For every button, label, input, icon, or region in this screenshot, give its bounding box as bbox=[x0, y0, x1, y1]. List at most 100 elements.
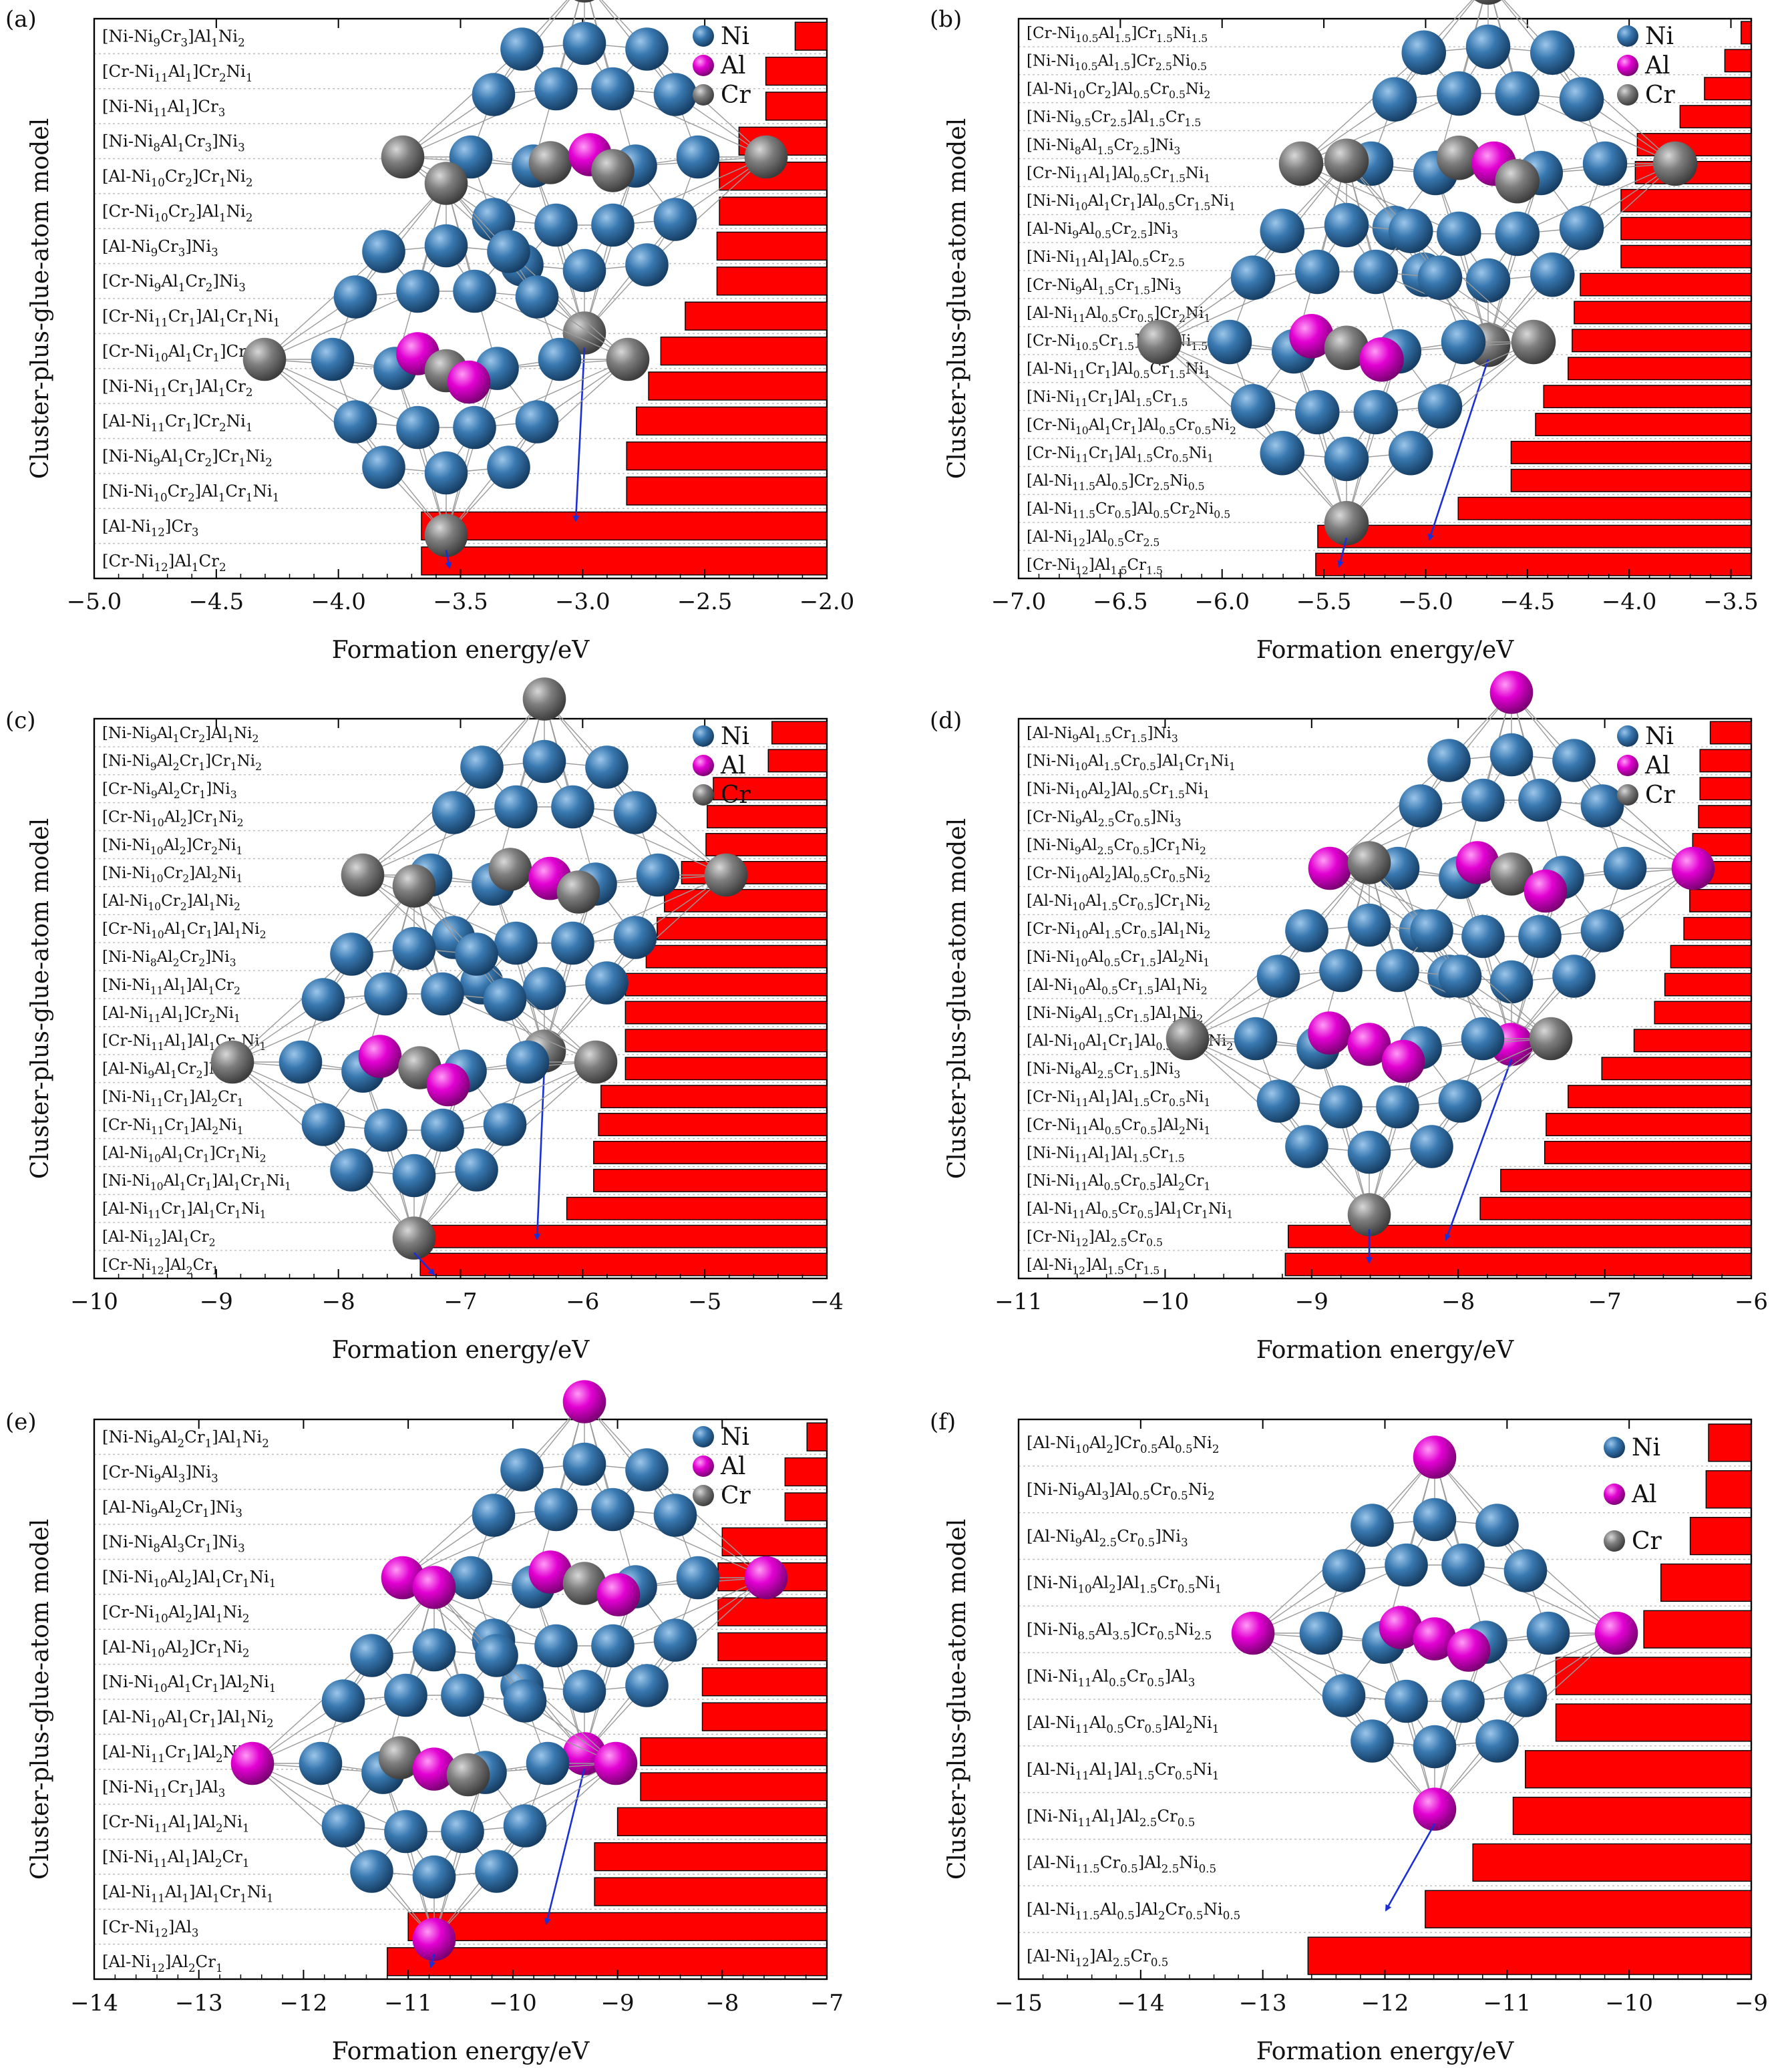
tick-label: −5.5 bbox=[1296, 588, 1352, 615]
bar bbox=[1472, 1843, 1752, 1882]
bar bbox=[1660, 1563, 1752, 1602]
category-label: [Ni-Ni11Cr1]Al1.5Cr1.5 bbox=[1027, 388, 1188, 408]
bond-line bbox=[606, 874, 727, 984]
atom-cr bbox=[704, 853, 748, 897]
tick-label: −5 bbox=[688, 1288, 721, 1315]
legend-label: Ni bbox=[1645, 723, 1674, 750]
tick-label: −6.5 bbox=[1093, 588, 1148, 615]
x-axis-title: Formation energy/eV bbox=[1256, 637, 1515, 664]
bond-line bbox=[1375, 341, 1534, 413]
atom-cr bbox=[744, 135, 788, 179]
atom-cr bbox=[392, 864, 436, 908]
bond-line bbox=[1540, 800, 1694, 869]
atom-ni bbox=[1319, 948, 1363, 993]
bond-line bbox=[1435, 172, 1489, 345]
atom-cr bbox=[392, 1216, 436, 1260]
plot-frame bbox=[1017, 717, 1753, 1280]
atom-al bbox=[412, 1747, 456, 1791]
category-label: [Al-Ni10Al0.5Cr1.5]Al1Ni2 bbox=[1027, 977, 1208, 997]
category-label: [Cr-Ni11Al1]Cr2Ni1 bbox=[102, 61, 252, 84]
bond-line bbox=[1252, 1524, 1373, 1634]
atom-ni bbox=[1324, 202, 1369, 248]
category-label: [Al-Ni10Al1.5Cr0.5]Cr1Ni2 bbox=[1027, 892, 1210, 912]
legend: Ni Al Cr bbox=[1604, 1434, 1662, 1555]
bond-line bbox=[252, 1763, 372, 1872]
tick-label: −4.5 bbox=[1500, 588, 1556, 615]
panel-b: (b) [Cr-Ni10.5Al1.5]Cr1.5Ni1.5 [Ni-Ni10.5A… bbox=[930, 0, 1759, 664]
cluster-model bbox=[341, 677, 748, 1073]
legend-label: Ni bbox=[1645, 23, 1674, 50]
category-label: [Ni-Ni9Al1.5Cr1.5]Al1Ni2 bbox=[1027, 1005, 1203, 1025]
legend-marker-al bbox=[693, 55, 714, 76]
bond-line bbox=[1317, 1047, 1370, 1215]
atom-ni bbox=[625, 27, 669, 71]
category-label: [Cr-Ni10Al1Cr1]Cr1Ni2 bbox=[102, 341, 281, 364]
bar bbox=[657, 916, 828, 940]
legend-marker-al bbox=[1617, 55, 1638, 76]
atom-ni bbox=[1530, 252, 1575, 297]
atom-ni bbox=[384, 1809, 427, 1854]
legend-marker-ni bbox=[1617, 25, 1638, 47]
bar bbox=[624, 1029, 828, 1053]
tick-label: −13 bbox=[1239, 1990, 1287, 2017]
bond-line bbox=[1252, 1632, 1407, 1702]
bar bbox=[1620, 244, 1752, 269]
atom-ni bbox=[1401, 30, 1446, 75]
atom-al bbox=[1413, 1435, 1457, 1479]
atom-al bbox=[1308, 846, 1352, 890]
atom-ni bbox=[1437, 71, 1481, 116]
atom-ni bbox=[494, 921, 538, 965]
cluster-model bbox=[210, 864, 618, 1260]
bond-line bbox=[572, 874, 727, 944]
legend-label: Al bbox=[720, 752, 746, 780]
atom-al bbox=[1413, 1617, 1457, 1661]
bond-line bbox=[1375, 271, 1534, 343]
bar bbox=[1699, 777, 1752, 801]
bar bbox=[765, 56, 828, 86]
category-label: [Cr-Ni9Al2Cr1]Ni3 bbox=[102, 781, 237, 801]
tick-label: −11 bbox=[384, 1990, 432, 2017]
x-axis-title: Formation energy/eV bbox=[332, 637, 590, 664]
bond-line bbox=[402, 88, 556, 158]
atom-ni bbox=[1518, 914, 1562, 959]
atom-ni bbox=[321, 1804, 365, 1848]
bond-line bbox=[362, 874, 516, 944]
category-label: [Al-Ni10Cr2]Al0.5Cr0.5Ni2 bbox=[1027, 81, 1210, 101]
atom-ni bbox=[625, 1664, 669, 1707]
bond-line bbox=[252, 1655, 372, 1764]
bond-line bbox=[433, 1772, 486, 1940]
bar bbox=[719, 196, 828, 226]
category-label: [Cr-Ni9Al1Cr2]Ni3 bbox=[102, 271, 246, 294]
bond-line bbox=[1329, 759, 1449, 869]
atom-ni bbox=[475, 1850, 518, 1893]
tick-label: −10 bbox=[489, 1990, 537, 2017]
bond-line bbox=[1410, 230, 1534, 343]
atom-cr bbox=[1495, 159, 1540, 204]
bond-line bbox=[402, 48, 522, 158]
bar bbox=[1525, 1750, 1752, 1789]
bond-line bbox=[1187, 930, 1307, 1039]
atom-ni bbox=[1559, 77, 1604, 122]
x-axis: −11 −10 −9 −8 −7 −6 bbox=[995, 719, 1768, 1315]
atom-ni bbox=[330, 1148, 373, 1192]
bond-line bbox=[1187, 1038, 1341, 1107]
cluster-model bbox=[1137, 138, 1556, 546]
bar bbox=[1555, 1657, 1752, 1695]
category-label: [Al-Ni11Cr1]Al2Ni1 bbox=[102, 1742, 250, 1765]
category-label: [Al-Ni12]Al2Cr1 bbox=[102, 1952, 223, 1974]
legend-label: Al bbox=[720, 1453, 746, 1480]
atom-ni bbox=[483, 1103, 527, 1146]
panel-label: (a) bbox=[5, 6, 37, 33]
category-label: [Al-Ni11Al1]Al1.5Cr0.5Ni1 bbox=[1027, 1759, 1219, 1782]
tick-label: −5.0 bbox=[67, 588, 122, 615]
atom-al bbox=[1524, 869, 1568, 913]
category-label: [Ni-Ni10Al1Cr1]Al0.5Cr1.5Ni1 bbox=[1027, 192, 1236, 212]
atom-al bbox=[1308, 1011, 1351, 1055]
legend-label: Al bbox=[1631, 1481, 1657, 1508]
category-label: [Ni-Ni8Al1Cr3]Ni3 bbox=[102, 132, 245, 154]
bond-line bbox=[1159, 271, 1318, 343]
category-label: [Ni-Ni9Al2Cr1]Cr1Ni2 bbox=[102, 753, 262, 773]
atom-ni bbox=[1260, 208, 1304, 253]
tick-label: −10 bbox=[70, 1288, 118, 1315]
